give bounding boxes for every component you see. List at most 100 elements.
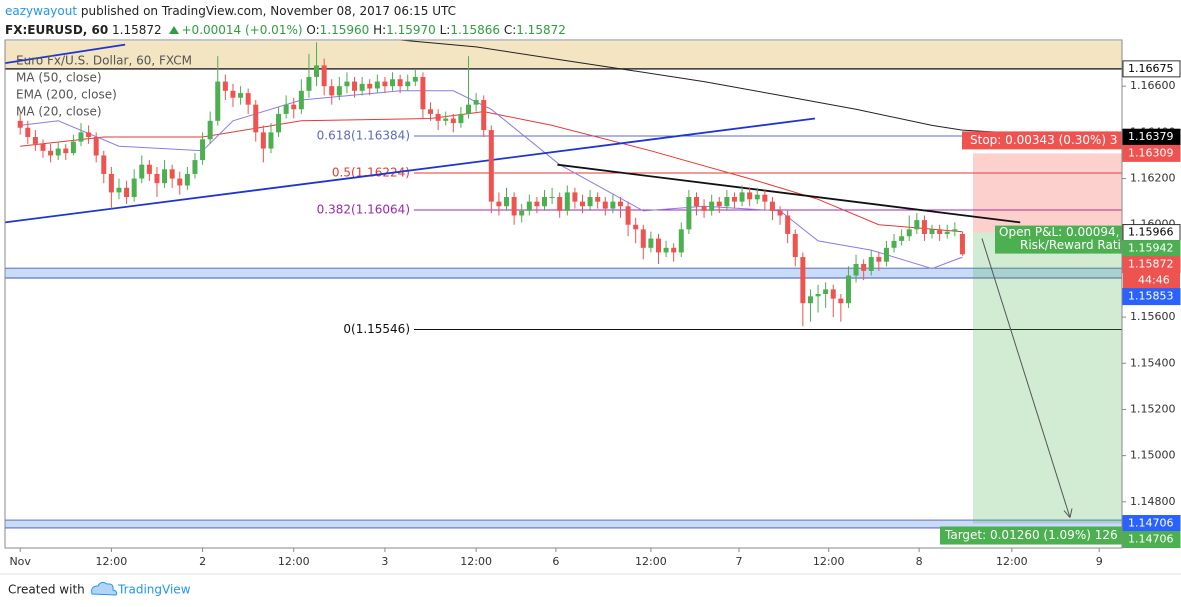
x-tick-label: 12:00 <box>635 555 667 568</box>
candle-body <box>397 79 403 87</box>
candle-body <box>101 155 107 174</box>
plot-area: 0.618(1.16384) 0.5(1.16224) 0.382(1.16064)… <box>5 40 1122 545</box>
trend-line <box>5 43 126 64</box>
candle-body <box>610 201 616 209</box>
candle-body <box>17 120 23 128</box>
candle-body <box>420 76 426 110</box>
brand-name[interactable]: TradingView <box>117 583 191 597</box>
candle-body <box>139 164 145 179</box>
candle-body <box>336 86 342 96</box>
stop-label-box <box>962 131 1122 150</box>
candle-body <box>253 104 259 133</box>
symbol: FX:EURUSD, 60 <box>5 23 109 37</box>
candle-body <box>78 132 84 142</box>
change: +0.00014 (+0.01%) <box>181 23 303 37</box>
candle-body <box>154 173 160 184</box>
candle-body <box>891 240 897 248</box>
author[interactable]: eazywayout <box>5 4 78 18</box>
candle-body <box>815 294 821 297</box>
legend-entry: EMA (200, close) <box>16 88 117 102</box>
candle-body <box>747 192 753 200</box>
candle-body <box>883 247 889 262</box>
price-tag-label: 1.16309 <box>1128 146 1174 159</box>
candle-body <box>329 86 335 96</box>
candle-body <box>724 197 730 207</box>
pnl-label: Open P&L: 0.00094, <box>999 225 1119 239</box>
stop-zone <box>973 153 1122 233</box>
indicator-line <box>20 90 963 270</box>
y-tick-label: 1.15600 <box>1130 310 1176 323</box>
candle-body <box>595 197 601 202</box>
candle-body <box>701 206 707 211</box>
candle-body <box>466 104 472 114</box>
x-tick-label: 2 <box>199 555 206 568</box>
candle-body <box>876 257 882 262</box>
arrow-head <box>1063 508 1073 518</box>
legend-title: Euro Fx/U.S. Dollar, 60, FXCM <box>16 54 192 68</box>
ohlc-label: C: <box>503 23 517 37</box>
price-tag-label: 1.15942 <box>1128 242 1174 255</box>
plot-frame <box>4 39 1123 549</box>
candle-body <box>25 127 31 137</box>
x-tick-label: 12:00 <box>278 555 310 568</box>
zone <box>5 267 1122 279</box>
candle-body <box>929 229 935 234</box>
price-tag-label: 1.15872 <box>1128 258 1174 271</box>
candle-body <box>207 120 213 140</box>
candle-body <box>48 150 54 156</box>
candle-body <box>807 296 813 304</box>
ohlc-value: 1.15872 <box>516 23 566 37</box>
candle-body <box>959 233 965 255</box>
ohlc-value: 1.15970 <box>386 23 436 37</box>
candle-body <box>40 143 46 151</box>
candle-body <box>496 201 502 207</box>
candle-body <box>435 113 441 121</box>
footer-text: Created with <box>8 583 85 597</box>
ohlc-value: 1.15866 <box>450 23 500 37</box>
legend-entry: MA (20, close) <box>16 105 102 119</box>
candle-body <box>572 192 578 202</box>
trend-line <box>5 117 816 224</box>
ohlc-label: L: <box>439 23 451 37</box>
candle-body <box>314 65 320 77</box>
candle-body <box>352 81 358 91</box>
candle-body <box>937 229 943 234</box>
candle-body <box>549 197 555 199</box>
candle-body <box>382 81 388 87</box>
candle-body <box>192 160 198 174</box>
price-tag <box>1122 288 1181 306</box>
candle-body <box>458 113 464 124</box>
candle-body <box>306 76 312 91</box>
target-label-box <box>940 526 1122 545</box>
candle-body <box>557 197 563 211</box>
candle-body <box>177 178 183 186</box>
candle-body <box>686 197 692 230</box>
price-tag-label: 1.16379 <box>1128 130 1174 143</box>
fib-label: 0.5(1.16224) <box>332 166 410 180</box>
candle-body <box>739 192 745 202</box>
candle-body <box>450 118 456 124</box>
candle-body <box>542 197 548 207</box>
candle-body <box>169 169 175 179</box>
candle-body <box>344 81 350 87</box>
candle-body <box>146 164 152 174</box>
candle-body <box>70 141 76 154</box>
position-arrow <box>981 238 1071 518</box>
up-arrow <box>168 26 179 34</box>
candle-body <box>564 192 570 211</box>
candle-body <box>655 238 661 253</box>
header: eazywayout published on TradingView.com,… <box>5 2 566 40</box>
candle-body <box>587 197 593 207</box>
ohlc-label: H: <box>373 23 387 37</box>
candle-body <box>792 233 798 258</box>
candle-body <box>405 81 411 87</box>
price-tag-label: 1.16675 <box>1128 62 1174 75</box>
candle-body <box>899 236 905 241</box>
candle-body <box>602 201 608 209</box>
candle-body <box>321 65 327 87</box>
candle-body <box>162 169 168 184</box>
indicator-line <box>400 40 1122 140</box>
candle-body <box>32 136 38 144</box>
